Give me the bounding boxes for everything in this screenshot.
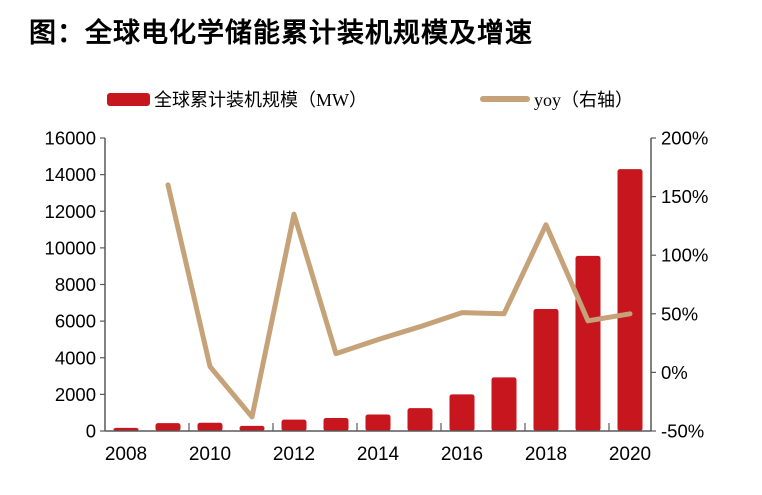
left-axis-label: 8000 bbox=[55, 274, 96, 295]
bar-2011 bbox=[239, 425, 265, 431]
yoy-line bbox=[165, 182, 633, 420]
bar-2015 bbox=[407, 408, 433, 431]
legend-item-capacity: 全球累计装机规模（MW） bbox=[107, 88, 367, 110]
right-axis-label: 100% bbox=[661, 245, 708, 266]
x-axis-label: 2012 bbox=[273, 444, 315, 465]
left-axis-label: 12000 bbox=[45, 201, 96, 222]
left-axis-label: 0 bbox=[86, 421, 96, 442]
left-axis-label: 16000 bbox=[45, 128, 96, 149]
left-axis-label: 2000 bbox=[55, 384, 96, 405]
x-axis-label: 2018 bbox=[525, 444, 567, 465]
bar-2008 bbox=[113, 427, 139, 431]
bar-2019 bbox=[575, 255, 601, 431]
right-axis-label: 200% bbox=[661, 128, 708, 149]
bar-2013 bbox=[323, 417, 349, 431]
bar-2012 bbox=[281, 419, 307, 431]
x-axis-label: 2008 bbox=[105, 444, 147, 465]
chart-canvas: 0 2000 4000 6000 8000 10000 12000 14000 16000 -50… bbox=[45, 128, 709, 466]
left-axis-label: 6000 bbox=[55, 311, 96, 332]
bar-2016 bbox=[449, 394, 475, 431]
right-axis-label: 150% bbox=[661, 186, 708, 207]
left-axis-label: 14000 bbox=[45, 164, 96, 185]
x-axis-label: 2020 bbox=[609, 444, 651, 465]
x-axis-label: 2014 bbox=[357, 444, 400, 465]
left-axis-label: 4000 bbox=[55, 347, 96, 368]
bar-2018 bbox=[533, 309, 559, 431]
bar-2017 bbox=[491, 377, 517, 431]
x-axis-label: 2016 bbox=[441, 444, 483, 465]
right-axis-label: 50% bbox=[661, 303, 698, 324]
left-axis-label: 10000 bbox=[45, 237, 96, 258]
bar-2010 bbox=[197, 422, 223, 431]
chart-title: 图：全球电化学储能累计装机规模及增速 bbox=[29, 18, 533, 48]
bar-2020 bbox=[617, 169, 643, 431]
bar-series-swatch-icon bbox=[107, 92, 150, 106]
line-series-swatch-icon bbox=[480, 96, 530, 102]
legend-item-yoy: yoy（右轴） bbox=[480, 88, 633, 110]
right-axis-label: 0% bbox=[661, 362, 688, 383]
bar-2014 bbox=[365, 414, 391, 431]
bar-2009 bbox=[155, 423, 181, 431]
legend-label-capacity: 全球累计装机规模（MW） bbox=[154, 90, 367, 110]
x-axis-label: 2010 bbox=[189, 444, 231, 465]
right-axis-label: -50% bbox=[661, 421, 704, 442]
legend-label-yoy: yoy（右轴） bbox=[534, 90, 633, 110]
